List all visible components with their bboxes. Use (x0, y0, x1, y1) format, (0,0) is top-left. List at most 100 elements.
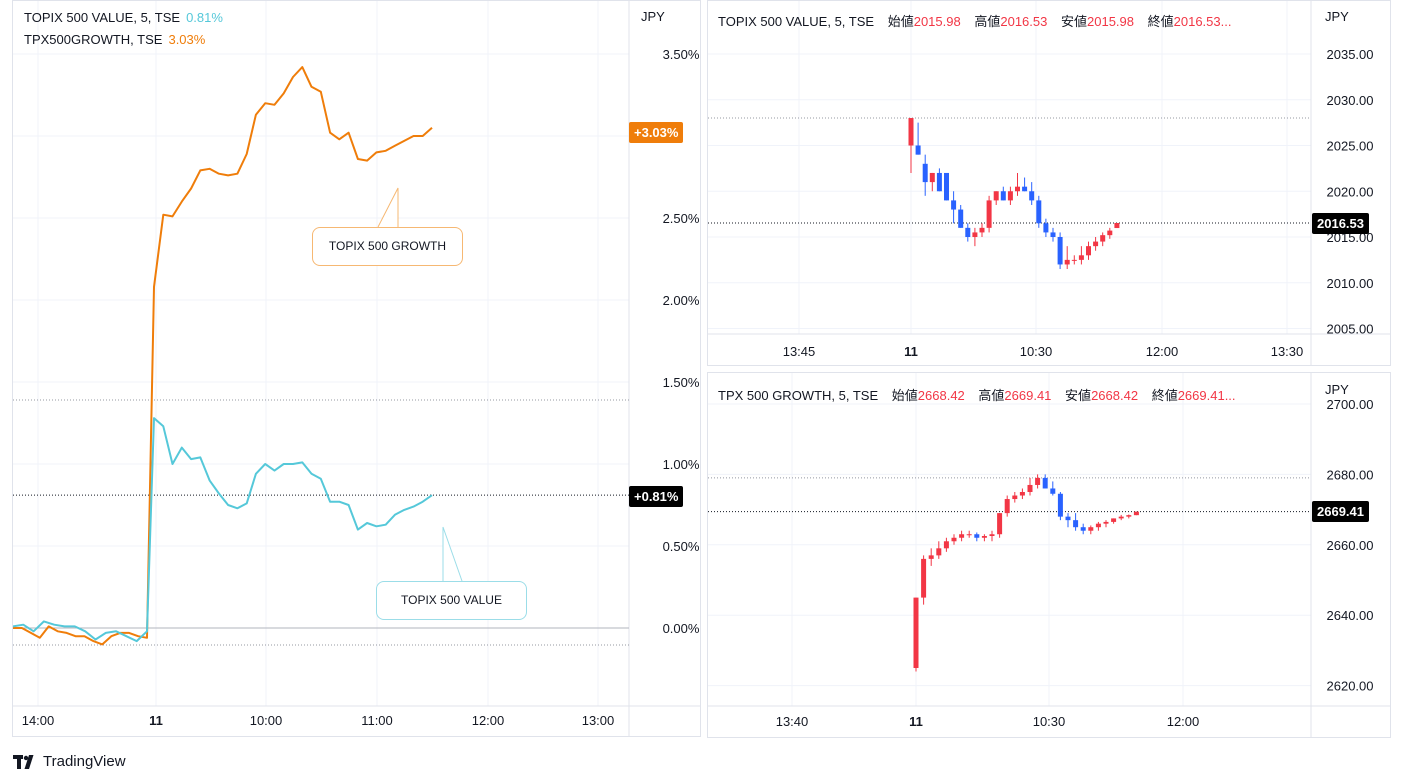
legend-growth-series: TPX500GROWTH, TSE 3.03% (24, 32, 205, 47)
value-callout[interactable]: TOPIX 500 VALUE (376, 581, 527, 620)
candle-body (1050, 232, 1056, 237)
candle-body (951, 200, 957, 210)
open-value: 2668.42 (917, 388, 965, 403)
value-candle-panel[interactable]: TOPIX 500 VALUE, 5, TSE 始値2015.98 高値2016… (707, 0, 1391, 366)
growth-candle-panel[interactable]: TPX 500 GROWTH, 5, TSE 始値2668.42 高値2669.… (707, 372, 1391, 738)
y-tick-label: 2020.00 (1327, 184, 1374, 199)
candle-body (1071, 259, 1077, 261)
candle-body (1022, 186, 1028, 192)
candle-body (958, 209, 964, 228)
open-label: 始値 (887, 14, 914, 29)
candle-body (1015, 186, 1020, 192)
y-tick-label: 2620.00 (1327, 679, 1374, 694)
brand-name: TradingView (43, 753, 126, 770)
candle-body (1065, 516, 1071, 521)
y-tick-label: 3.50% (663, 47, 700, 62)
y-tick-label: 2680.00 (1327, 467, 1374, 482)
y-tick-label: 2700.00 (1327, 397, 1374, 412)
close-label: 終値 (1151, 388, 1178, 403)
candle-body (1043, 223, 1049, 233)
candle-body (944, 172, 949, 201)
open-value: 2015.98 (913, 14, 961, 29)
low-value: 2015.98 (1087, 14, 1134, 29)
candle-body (943, 541, 949, 549)
legend-value-series: TOPIX 500 VALUE, 5, TSE 0.81% (24, 10, 223, 25)
candle-body (1019, 492, 1025, 496)
candle-body (1004, 499, 1010, 514)
candle-body (921, 558, 927, 598)
comparison-chart-panel[interactable]: TOPIX 500 VALUE, 5, TSE 0.81% TPX500GROWT… (12, 0, 701, 737)
tradingview-brand[interactable]: TradingView (13, 753, 126, 770)
candle-body (1080, 527, 1086, 531)
value-candle-plot[interactable]: 2035.002030.002025.002020.002015.002010.… (708, 1, 1391, 366)
candle-body (1103, 521, 1109, 524)
candle-body (936, 548, 942, 556)
candle-body (974, 534, 980, 538)
candle-body (1118, 516, 1124, 519)
candle-body (966, 534, 972, 536)
candle-body (913, 597, 919, 668)
value-candle-title: TOPIX 500 VALUE, 5, TSE (718, 14, 875, 29)
value-currency-label: JPY (1325, 9, 1349, 24)
candle-body (1095, 523, 1101, 528)
x-tick-label: 10:30 (1033, 714, 1066, 729)
candle-body (989, 534, 995, 536)
candle-body (908, 118, 914, 146)
candle-body (1012, 495, 1018, 500)
candle-body (979, 227, 985, 233)
tradingview-logo-icon (13, 754, 34, 769)
growth-callout[interactable]: TOPIX 500 GROWTH (312, 227, 463, 266)
series-line-value (13, 417, 433, 643)
candle-body (936, 172, 942, 192)
candle-body (981, 536, 987, 538)
y-tick-label: 2.50% (663, 211, 700, 226)
candle-body (951, 537, 957, 542)
growth-callout-pointer (377, 187, 399, 228)
open-label: 始値 (891, 388, 918, 403)
high-value: 2016.53 (1000, 14, 1048, 29)
x-tick-label: 13:30 (1271, 344, 1304, 359)
candle-body (915, 145, 921, 155)
y-tick-label: 2030.00 (1327, 93, 1374, 108)
y-tick-label: 2010.00 (1327, 276, 1374, 291)
legend-growth-change: 3.03% (168, 32, 206, 47)
candle-body (993, 191, 999, 201)
high-value: 2669.41 (1004, 388, 1052, 403)
growth-candle-plot[interactable]: 2700.00 2680.00 2660.00 2640.00 2620.00 13:40… (708, 373, 1391, 738)
candle-body (928, 555, 934, 559)
candle-body (1057, 493, 1063, 517)
value-candle-legend: TOPIX 500 VALUE, 5, TSE 始値2015.98 高値2016… (718, 11, 1231, 30)
candle-body (1000, 191, 1006, 201)
comparison-plot[interactable]: 3.50% 2.50% 2.00% 1.50% 1.00% 0.50% 0.00% 14:00… (13, 1, 701, 737)
candle-body (1050, 488, 1056, 494)
y-tick-label: 2.00% (663, 293, 700, 308)
candle-body (1027, 484, 1033, 492)
value-last-value-tag: +0.81% (629, 486, 684, 507)
candle-body (1114, 223, 1120, 229)
series-line-growth (13, 66, 433, 646)
y-tick-label: 2025.00 (1327, 139, 1374, 154)
candle-body (1042, 477, 1048, 489)
close-label: 終値 (1147, 14, 1174, 29)
y-tick-label: 2640.00 (1327, 608, 1374, 623)
candle-body (972, 232, 978, 237)
high-label: 高値 (974, 14, 1001, 29)
candle-body (986, 200, 992, 228)
y-tick-label: 1.50% (663, 375, 700, 390)
y-tick-label: 2035.00 (1327, 47, 1374, 62)
candle-body (922, 163, 928, 183)
candle-body (1064, 259, 1070, 265)
x-tick-label: 12:00 (472, 713, 505, 728)
currency-label: JPY (641, 9, 665, 24)
candle-body (965, 227, 971, 237)
low-value: 2668.42 (1091, 388, 1139, 403)
x-tick-label: 10:00 (250, 713, 283, 728)
high-label: 高値 (978, 388, 1005, 403)
y-tick-label: 2660.00 (1327, 538, 1374, 553)
candle-body (1093, 241, 1099, 247)
growth-last-price-tag: 2669.41 (1312, 501, 1369, 522)
x-tick-label: 12:00 (1146, 344, 1179, 359)
legend-value-name: TOPIX 500 VALUE, 5, TSE (24, 10, 181, 25)
x-tick-label: 14:00 (22, 713, 55, 728)
growth-candle-title: TPX 500 GROWTH, 5, TSE (718, 388, 879, 403)
